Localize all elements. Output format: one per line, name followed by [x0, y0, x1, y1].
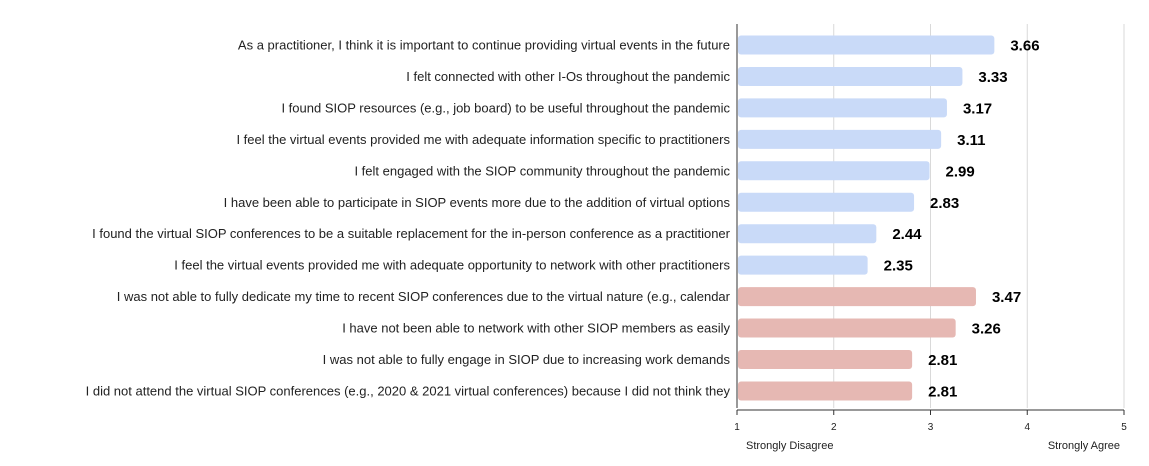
x-tick-label: 3	[928, 422, 934, 433]
value-label: 2.99	[946, 163, 975, 180]
value-label: 3.11	[957, 132, 985, 149]
value-label: 2.35	[884, 258, 913, 275]
x-axis-min-anchor-label: Strongly Disagree	[746, 440, 833, 452]
category-label: I was not able to fully dedicate my time…	[117, 289, 731, 304]
category-label: I felt connected with other I-Os through…	[406, 69, 730, 84]
category-label: I found the virtual SIOP conferences to …	[92, 226, 731, 241]
value-labels: 3.663.33 3.17 3.11 2.99 2.83 2.44 2.35 3.47 3.26…	[884, 38, 1040, 401]
value-label: 2.83	[930, 195, 959, 212]
category-label: I felt engaged with the SIOP community t…	[354, 163, 730, 178]
x-tick-label: 4	[1024, 422, 1030, 433]
value-label: 3.17	[963, 100, 992, 117]
bar	[738, 381, 913, 401]
bar	[738, 224, 877, 244]
category-labels: As a practitioner, I think it is importa…	[86, 38, 731, 399]
x-tick-label: 5	[1121, 422, 1127, 433]
bars	[738, 35, 995, 401]
x-tick-label: 2	[831, 422, 837, 433]
bar	[738, 66, 963, 86]
category-label: I did not attend the virtual SIOP confer…	[86, 383, 731, 398]
x-tick-label: 1	[734, 422, 740, 433]
bar	[738, 255, 868, 275]
x-axis-max-anchor-label: Strongly Agree	[1048, 440, 1120, 452]
category-label: As a practitioner, I think it is importa…	[238, 38, 730, 53]
value-label: 2.81	[928, 352, 957, 369]
bar	[738, 35, 995, 55]
value-label: 3.66	[1010, 38, 1039, 55]
bar	[738, 350, 913, 369]
category-label: I feel the virtual events provided me wi…	[236, 132, 730, 147]
bar	[738, 287, 976, 307]
category-label: I feel the virtual events provided me wi…	[174, 258, 730, 273]
grid-lines	[736, 24, 1125, 408]
value-label: 3.33	[978, 69, 1007, 86]
value-label: 3.26	[972, 321, 1001, 338]
category-label: I found SIOP resources (e.g., job board)…	[281, 100, 730, 115]
bar	[738, 318, 956, 338]
value-label: 3.47	[992, 289, 1021, 306]
category-label: I have been able to participate in SIOP …	[224, 195, 731, 210]
bar	[738, 129, 942, 149]
bar	[738, 161, 930, 181]
value-label: 2.44	[892, 226, 922, 243]
x-axis: 1 2 3 4 5	[734, 409, 1127, 433]
category-label: I was not able to fully engage in SIOP d…	[323, 352, 731, 367]
bar	[738, 192, 915, 212]
bar	[738, 98, 947, 118]
value-label: 2.81	[928, 383, 957, 400]
category-label: I have not been able to network with oth…	[342, 321, 730, 336]
